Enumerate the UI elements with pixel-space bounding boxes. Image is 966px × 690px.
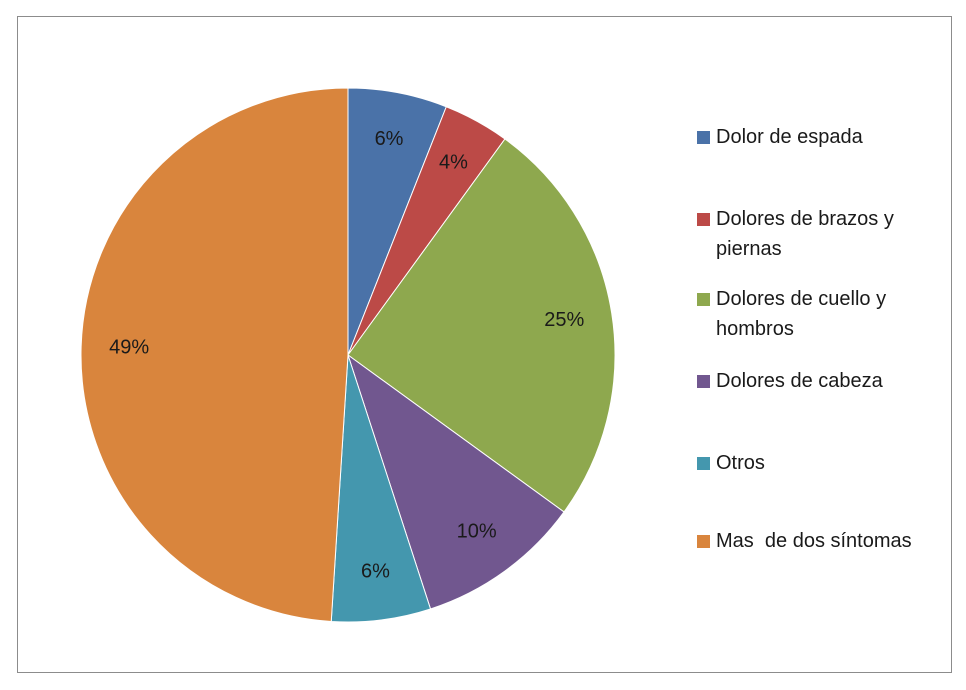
data-label: 6% — [375, 128, 404, 150]
legend-label: Dolor de espada — [716, 126, 863, 148]
legend-item: Otros — [697, 448, 951, 478]
legend-swatch — [697, 293, 710, 306]
legend-swatch — [697, 535, 710, 548]
data-label: 4% — [439, 151, 468, 173]
legend-item: Dolores de cuello y hombros — [697, 284, 951, 344]
legend-swatch — [697, 213, 710, 226]
legend-label: Dolores de cuello y hombros — [716, 288, 892, 340]
legend-label: Mas de dos síntomas — [716, 530, 912, 552]
pie-slice — [347, 353, 565, 610]
legend-item: Dolores de brazos y piernas — [697, 204, 951, 264]
pie-slice — [80, 87, 349, 623]
legend-item: Mas de dos síntomas — [697, 526, 951, 556]
legend-swatch — [697, 457, 710, 470]
data-label: 25% — [544, 309, 584, 331]
legend-label: Dolores de brazos y piernas — [716, 208, 900, 260]
pie-slice — [347, 138, 616, 513]
legend-label: Dolores de cabeza — [716, 370, 883, 392]
legend-swatch — [697, 375, 710, 388]
legend-item: Dolores de cabeza — [697, 366, 951, 396]
legend-label: Otros — [716, 452, 765, 474]
data-label: 49% — [109, 336, 149, 358]
legend-item: Dolor de espada — [697, 122, 951, 152]
pie: 6% 4% 25% 10% 6% 49% — [80, 87, 616, 623]
data-label: 10% — [457, 520, 497, 542]
data-label: 6% — [361, 560, 390, 582]
legend-swatch — [697, 131, 710, 144]
